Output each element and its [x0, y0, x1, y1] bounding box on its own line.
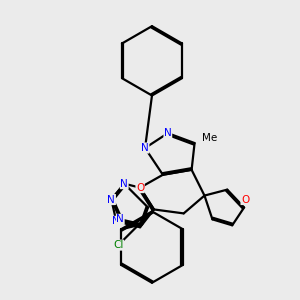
Text: O: O [136, 183, 144, 193]
Text: N: N [116, 214, 124, 224]
Text: N: N [120, 179, 128, 189]
Text: Cl: Cl [113, 240, 124, 250]
Text: N: N [107, 194, 115, 205]
Text: Me: Me [202, 133, 217, 143]
Text: O: O [241, 194, 249, 205]
Text: N: N [164, 128, 172, 138]
Text: N: N [141, 143, 149, 153]
Text: N: N [107, 194, 115, 205]
Text: N: N [112, 216, 120, 226]
